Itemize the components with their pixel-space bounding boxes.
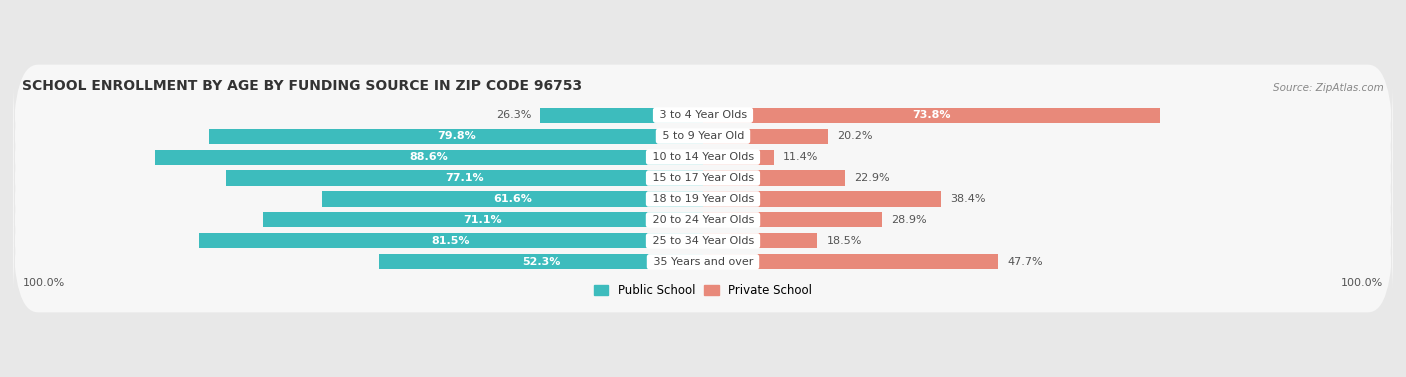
FancyBboxPatch shape <box>13 169 1393 270</box>
Text: 47.7%: 47.7% <box>1008 257 1043 267</box>
Text: 3 to 4 Year Olds: 3 to 4 Year Olds <box>655 110 751 120</box>
Bar <box>540 107 703 123</box>
Text: 52.3%: 52.3% <box>522 257 561 267</box>
Bar <box>703 170 845 185</box>
Text: 73.8%: 73.8% <box>912 110 950 120</box>
FancyBboxPatch shape <box>13 107 1393 208</box>
Bar <box>155 150 703 165</box>
Bar <box>226 170 703 185</box>
Text: 5 to 9 Year Old: 5 to 9 Year Old <box>658 131 748 141</box>
Bar <box>322 192 703 207</box>
Text: 38.4%: 38.4% <box>950 194 986 204</box>
Text: 100.0%: 100.0% <box>1341 277 1384 288</box>
Text: 10 to 14 Year Olds: 10 to 14 Year Olds <box>648 152 758 162</box>
Text: 11.4%: 11.4% <box>783 152 818 162</box>
Text: 25 to 34 Year Olds: 25 to 34 Year Olds <box>648 236 758 246</box>
Text: 15 to 17 Year Olds: 15 to 17 Year Olds <box>648 173 758 183</box>
FancyBboxPatch shape <box>13 64 1393 166</box>
Bar <box>198 233 703 248</box>
Text: 20.2%: 20.2% <box>837 131 873 141</box>
FancyBboxPatch shape <box>13 211 1393 313</box>
Text: Source: ZipAtlas.com: Source: ZipAtlas.com <box>1272 83 1384 93</box>
Bar <box>209 129 703 144</box>
FancyBboxPatch shape <box>13 86 1393 187</box>
Text: 100.0%: 100.0% <box>22 277 65 288</box>
Text: 18 to 19 Year Olds: 18 to 19 Year Olds <box>648 194 758 204</box>
FancyBboxPatch shape <box>13 127 1393 228</box>
Bar <box>703 107 1160 123</box>
Text: 88.6%: 88.6% <box>409 152 449 162</box>
Text: 26.3%: 26.3% <box>496 110 531 120</box>
Bar <box>703 129 828 144</box>
Text: 35 Years and over: 35 Years and over <box>650 257 756 267</box>
FancyBboxPatch shape <box>13 149 1393 250</box>
Text: 22.9%: 22.9% <box>853 173 890 183</box>
FancyBboxPatch shape <box>13 190 1393 291</box>
Bar <box>703 233 817 248</box>
Text: 81.5%: 81.5% <box>432 236 470 246</box>
Text: 28.9%: 28.9% <box>891 215 927 225</box>
Bar <box>703 254 998 270</box>
Bar <box>703 192 941 207</box>
Legend: Public School, Private School: Public School, Private School <box>593 284 813 297</box>
Bar <box>703 212 882 227</box>
Text: SCHOOL ENROLLMENT BY AGE BY FUNDING SOURCE IN ZIP CODE 96753: SCHOOL ENROLLMENT BY AGE BY FUNDING SOUR… <box>22 80 582 93</box>
Text: 20 to 24 Year Olds: 20 to 24 Year Olds <box>648 215 758 225</box>
Bar <box>263 212 703 227</box>
Bar <box>380 254 703 270</box>
Text: 71.1%: 71.1% <box>464 215 502 225</box>
Text: 61.6%: 61.6% <box>494 194 531 204</box>
Text: 77.1%: 77.1% <box>446 173 484 183</box>
Text: 18.5%: 18.5% <box>827 236 862 246</box>
Text: 79.8%: 79.8% <box>437 131 475 141</box>
Bar <box>703 150 773 165</box>
